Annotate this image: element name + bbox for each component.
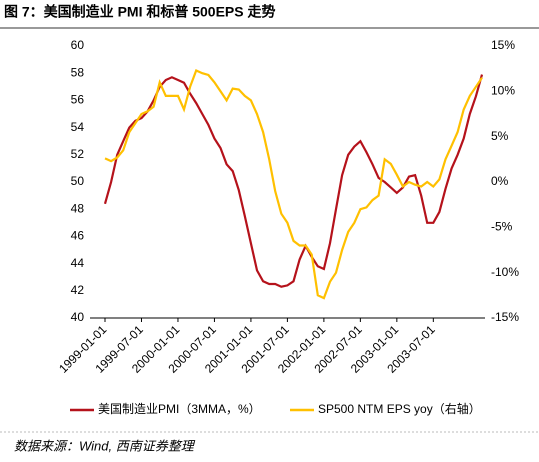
y-tick-label: 50 — [71, 174, 85, 188]
y2-tick-label: 15% — [491, 38, 515, 52]
y-tick-label: 46 — [71, 229, 85, 243]
y-tick-label: 58 — [71, 65, 85, 79]
y2-tick-label: 10% — [491, 84, 515, 98]
y-tick-label: 42 — [71, 283, 85, 297]
y-tick-label: 60 — [71, 38, 85, 52]
series-line — [104, 69, 483, 300]
source-note: 数据来源：Wind, 西南证券整理 — [14, 438, 196, 453]
y-tick-label: 48 — [71, 201, 85, 215]
legend-label: 美国制造业PMI（3MMA，%） — [98, 402, 261, 416]
y-tick-label: 40 — [71, 310, 85, 324]
y-tick-label: 44 — [71, 256, 85, 270]
y2-tick-label: 0% — [491, 174, 509, 188]
y-tick-label: 54 — [71, 120, 85, 134]
y-tick-label: 52 — [71, 147, 85, 161]
y2-tick-label: -5% — [491, 220, 513, 234]
legend-label: SP500 NTM EPS yoy（右轴） — [318, 401, 481, 416]
chart-title: 图 7：美国制造业 PMI 和标普 500EPS 走势 — [4, 4, 276, 20]
series-line — [103, 74, 484, 288]
y-tick-label: 56 — [71, 93, 85, 107]
y2-tick-label: -15% — [491, 310, 519, 324]
y2-tick-label: -10% — [491, 265, 519, 279]
y2-tick-label: 5% — [491, 129, 509, 143]
